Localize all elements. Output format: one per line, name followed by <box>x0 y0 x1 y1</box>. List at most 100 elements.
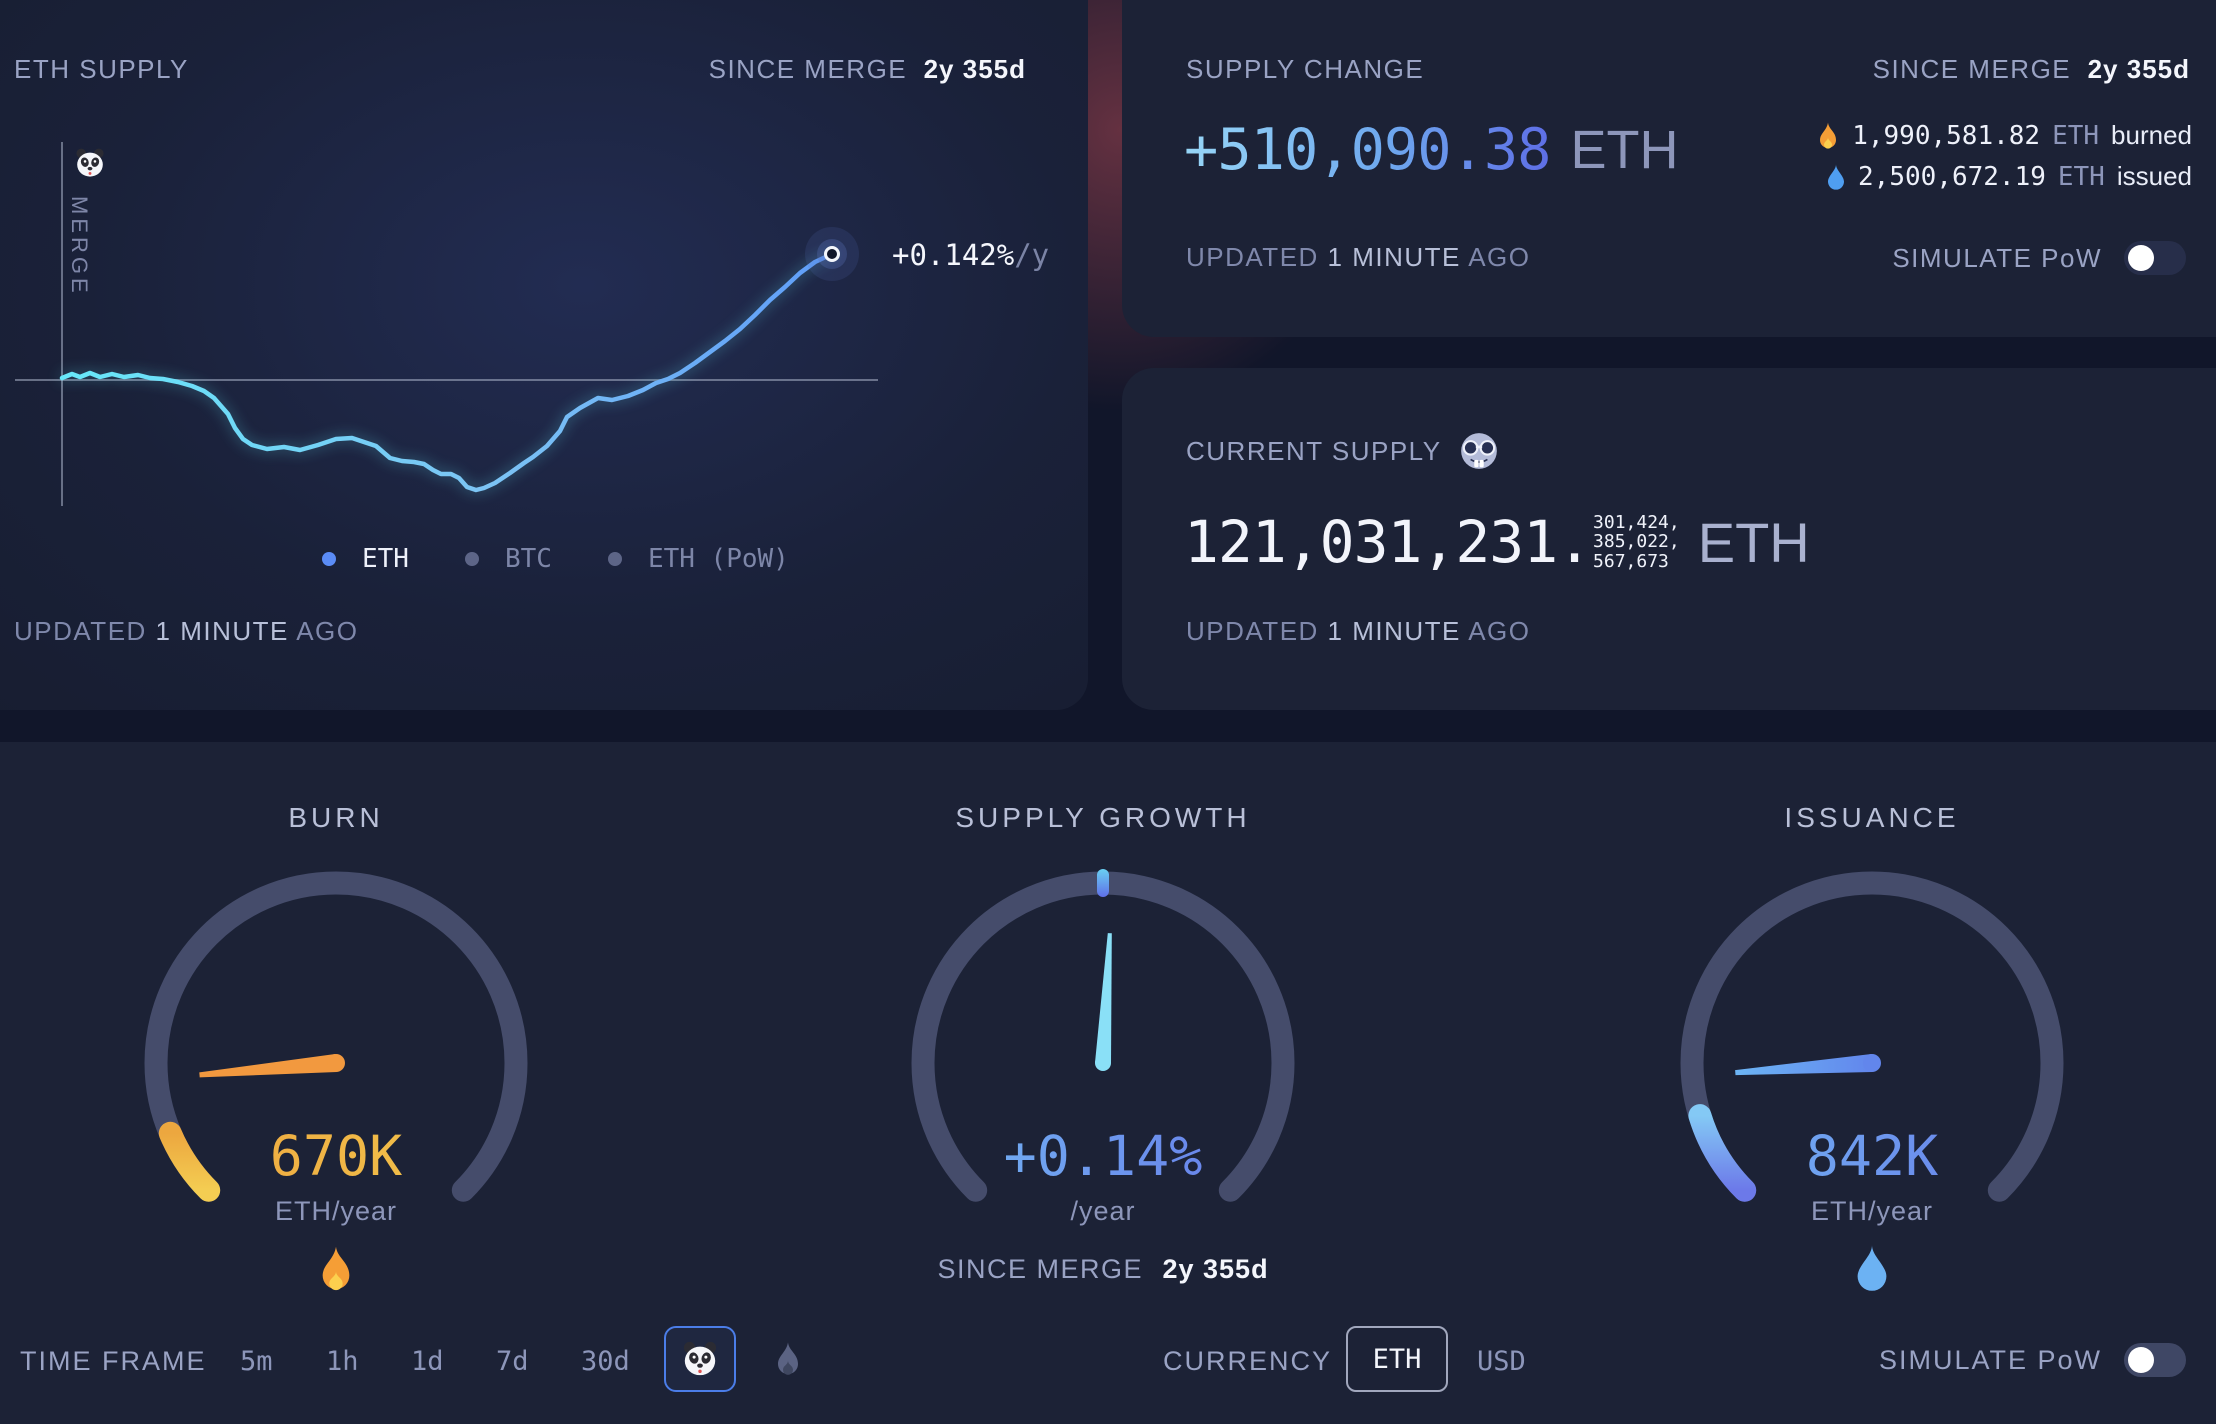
legend-item-eth-pow[interactable]: ETH (PoW) <box>607 544 789 574</box>
since-merge-value: 2y 355d <box>923 54 1026 84</box>
since-merge-value-2: 2y 355d <box>2087 54 2190 84</box>
time-frame-since-merge-button[interactable] <box>664 1326 736 1392</box>
endpoint-value: +0.142% <box>892 238 1015 272</box>
issuance-unit: ETH/year <box>1810 1196 1934 1226</box>
time-frame-label: TIME FRAME <box>20 1346 207 1376</box>
time-frame-30d[interactable]: 30d <box>581 1346 630 1377</box>
supply-growth-zero-marker <box>1097 869 1109 897</box>
burn-value: 670K <box>136 1124 536 1188</box>
eth-supply-chart <box>15 142 878 506</box>
since-merge-label-2: SINCE MERGE <box>1872 54 2072 84</box>
merge-marker-label: MERGE <box>67 196 92 297</box>
burn-gauge-title: BURN <box>288 802 384 833</box>
simulate-pow-top: SIMULATE PoW <box>1830 238 2186 278</box>
merge-panda-icon <box>74 146 106 180</box>
endpoint-unit: /y <box>1014 238 1050 272</box>
eth-supply-series <box>59 251 835 493</box>
burn-flame-icon <box>316 1244 356 1294</box>
issued-unit: ETH <box>2057 161 2105 192</box>
since-merge-label: SINCE MERGE <box>708 54 908 84</box>
flame-gray-icon <box>778 1342 798 1375</box>
flame-icon <box>1820 122 1837 149</box>
legend-dot-eth <box>322 552 336 566</box>
burned-value: 1,990,581.82 <box>1852 120 2041 151</box>
eth-supply-panel <box>0 0 1088 710</box>
burn-gauge-track <box>144 871 528 1202</box>
burned-unit: ETH <box>2052 120 2100 151</box>
simulate-pow-label-bottom: SIMULATE PoW <box>1878 1344 2102 1375</box>
chart-legend: ETH BTC ETH (PoW) <box>322 544 789 574</box>
time-frame-7d[interactable]: 7d <box>496 1346 529 1377</box>
current-supply-value-row: 121,031,231. 301,424, 385,022, 567,673 E… <box>1184 506 1810 578</box>
current-supply-panel <box>1122 368 2216 710</box>
burn-mode-button[interactable] <box>766 1336 810 1382</box>
small-digits-line3: 567,673 <box>1593 550 1669 572</box>
legend-dot-btc <box>464 552 479 566</box>
small-digits-line2: 385,022, <box>1593 531 1680 553</box>
small-digits-line1: 301,424, <box>1593 511 1680 533</box>
currency-usd-button[interactable]: USD <box>1477 1346 1526 1377</box>
since-merge-gauge: SINCE MERGE 2y 355d <box>903 1254 1303 1285</box>
current-supply-title: CURRENT SUPPLY <box>1186 435 1442 466</box>
updated-suffix: AGO <box>296 616 359 646</box>
since-merge-gauge-label: SINCE MERGE <box>937 1254 1143 1284</box>
current-supply-main: 121,031,231. <box>1184 508 1592 576</box>
supply-growth-gauge <box>911 869 1295 1202</box>
updated-prefix-2: UPDATED <box>1186 242 1319 272</box>
updated-left: UPDATED 1 MINUTE AGO <box>14 616 358 647</box>
issuance-gauge-needle <box>1735 1054 1873 1076</box>
issuance-gauge-title: ISSUANCE <box>1784 802 1960 833</box>
time-frame-1d[interactable]: 1d <box>411 1346 444 1377</box>
burn-gauge-progress <box>158 1121 221 1202</box>
simulate-pow-label-top: SIMULATE PoW <box>1892 242 2102 273</box>
burned-label: burned <box>2111 120 2192 150</box>
updated-suffix-3: AGO <box>1468 616 1531 646</box>
updated-highlight-2: 1 MINUTE <box>1327 242 1461 272</box>
currency-label: CURRENCY <box>1163 1346 1333 1376</box>
endpoint-marker <box>824 246 840 262</box>
updated-highlight: 1 MINUTE <box>155 616 289 646</box>
supply-growth-needle-hub <box>1095 1055 1111 1071</box>
eth-supply-title: ETH SUPPLY <box>14 54 189 84</box>
gauges <box>144 869 2064 1202</box>
burn-unit: ETH/year <box>274 1196 398 1226</box>
nerd-face-icon <box>1460 433 1497 469</box>
legend-dot-eth-pow <box>607 552 622 566</box>
current-supply-small-digits: 301,424, 385,022, 567,673 <box>1593 511 1680 572</box>
issuance-gauge-progress <box>1688 1104 1757 1202</box>
updated-supply-change: UPDATED 1 MINUTE AGO <box>1186 242 1530 273</box>
issued-value: 2,500,672.19 <box>1858 161 2046 192</box>
since-merge-left: SINCE MERGE 2y 355d <box>640 54 1026 85</box>
legend-item-eth[interactable]: ETH <box>322 544 409 574</box>
droplet-icon <box>1828 163 1845 190</box>
issuance-value: 842K <box>1672 1124 2072 1188</box>
legend-label-eth-pow: ETH (PoW) <box>647 544 789 574</box>
issuance-gauge <box>1680 871 2064 1202</box>
issuance-needle-hub <box>1863 1054 1881 1072</box>
simulate-pow-toggle-bottom[interactable] <box>2124 1343 2186 1377</box>
supply-growth-gauge-title: SUPPLY GROWTH <box>955 802 1251 833</box>
time-frame-1h[interactable]: 1h <box>326 1346 359 1377</box>
toggle-knob-bottom <box>2128 1347 2154 1373</box>
issuance-gauge-track <box>1680 871 2064 1202</box>
issued-row: 2,500,672.19 ETH issued <box>1826 161 2192 192</box>
time-frame-5m[interactable]: 5m <box>240 1346 273 1377</box>
since-merge-gauge-value: 2y 355d <box>1162 1254 1269 1284</box>
current-supply-header: CURRENT SUPPLY <box>1186 430 1500 472</box>
legend-item-btc[interactable]: BTC <box>464 544 552 574</box>
since-merge-right: SINCE MERGE 2y 355d <box>1800 54 2190 85</box>
legend-label-eth: ETH <box>362 544 409 574</box>
panda-icon <box>683 1341 717 1376</box>
supply-change-panel <box>1122 0 2216 337</box>
supply-change-value: +510,090.38 <box>1184 117 1551 183</box>
issued-label: issued <box>2116 161 2192 191</box>
currency-eth-button[interactable]: ETH <box>1346 1326 1448 1392</box>
simulate-pow-toggle-top[interactable] <box>2124 241 2186 275</box>
updated-suffix-2: AGO <box>1468 242 1531 272</box>
burn-needle-hub <box>327 1054 345 1072</box>
current-supply-unit: ETH <box>1697 510 1810 574</box>
supply-growth-needle <box>1095 933 1112 1064</box>
supply-growth-value: +0.14% <box>903 1124 1303 1188</box>
updated-highlight-3: 1 MINUTE <box>1327 616 1461 646</box>
burn-gauge-needle <box>199 1054 337 1078</box>
